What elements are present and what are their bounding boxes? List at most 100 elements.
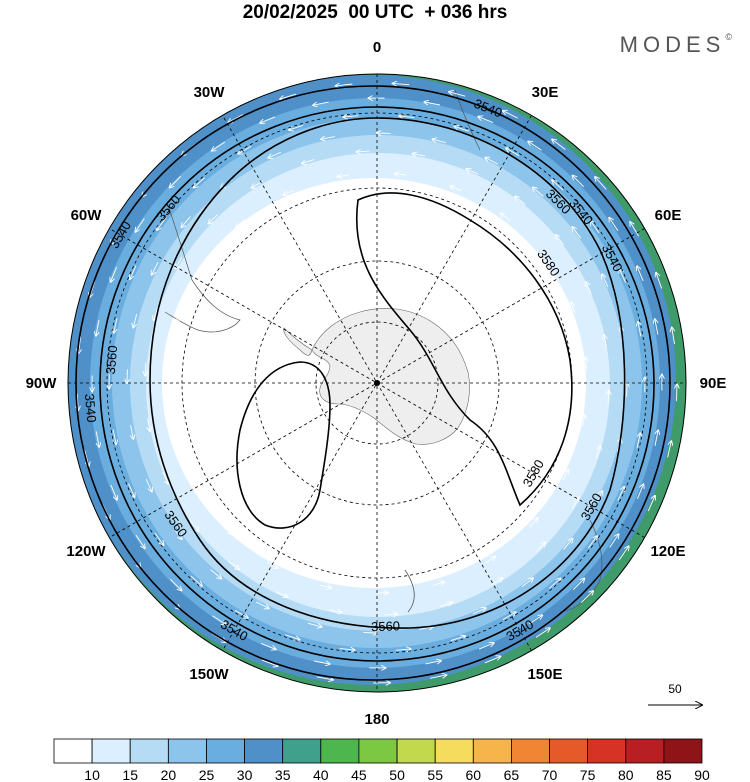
africa-coast	[454, 89, 481, 151]
wind-arrow	[267, 561, 277, 568]
wind-arrow	[595, 491, 602, 504]
contour-3560	[149, 117, 626, 629]
longitude-label: 60E	[655, 207, 682, 224]
wind-arrow	[620, 269, 626, 283]
wind-arrow	[656, 273, 663, 289]
colorbar-label: 50	[389, 767, 405, 782]
wind-arrow	[609, 534, 619, 548]
wind-arrow	[432, 582, 444, 586]
longitude-label: 150E	[527, 666, 562, 683]
wind-arrow	[550, 318, 553, 328]
longitude-label: 30E	[532, 84, 559, 101]
colorbar-swatch	[244, 738, 284, 764]
brand-logo: MODES©	[620, 32, 732, 58]
wind-arrow	[210, 569, 222, 579]
wind-arrow	[485, 158, 498, 165]
wind-arrow	[450, 636, 465, 642]
wind-arrow	[339, 648, 355, 650]
wind-arrow	[423, 230, 432, 233]
wind-arrow	[573, 176, 585, 188]
wind-arrow	[506, 148, 520, 157]
longitude-labels: 0 30E 60E 90E 120E 150E 180 150W 120W 90W 60W 30W	[26, 39, 727, 728]
colorbar-swatch	[510, 738, 550, 764]
wind-arrow	[647, 496, 655, 512]
wind-arrow	[222, 525, 231, 534]
wind-arrow	[283, 189, 295, 195]
wind-arrow	[586, 282, 592, 294]
south-pole-dot	[374, 380, 380, 386]
colorbar-swatch	[472, 738, 512, 764]
wind-arrow	[322, 533, 331, 536]
wind-arrow	[110, 484, 117, 500]
wind-arrow	[677, 384, 678, 402]
wind-arrow	[395, 174, 407, 175]
wind-arrow	[157, 217, 167, 230]
wind-arrow	[357, 151, 370, 152]
longitude-label: 90E	[700, 375, 727, 392]
wind-arrow	[667, 441, 672, 458]
wind-arrow	[554, 427, 557, 437]
wind-arrow	[595, 177, 607, 190]
wind-arrow	[542, 253, 550, 263]
longitude-label: 180	[364, 711, 389, 728]
wind-arrow	[194, 411, 196, 422]
wind-arrow	[228, 114, 244, 123]
wind-arrow	[424, 102, 440, 106]
colorbar-label: 20	[161, 767, 177, 782]
wind-arrow	[336, 564, 347, 566]
colorbar-swatch	[549, 738, 588, 764]
wind-arrow	[533, 347, 535, 356]
wind-arrow	[655, 319, 659, 335]
wind-arrow	[154, 307, 158, 320]
wind-arrow	[314, 660, 330, 664]
wind-arrow	[515, 197, 526, 205]
colorbar-swatch	[282, 738, 322, 764]
contour-label: 3560	[371, 618, 400, 634]
wind-arrow	[556, 235, 564, 246]
contour-label: 3540	[82, 393, 99, 423]
wind-arrow	[148, 418, 150, 431]
wind-arrow	[268, 151, 282, 158]
wind-arrow	[338, 175, 350, 177]
wind-arrow	[260, 642, 276, 649]
wind-arrow	[314, 233, 323, 236]
longitude-label: 120E	[650, 543, 685, 560]
wind-arrow	[169, 578, 181, 590]
wind-arrow	[478, 643, 494, 650]
wind-arrow	[521, 578, 533, 588]
wind-arrow	[131, 425, 134, 439]
colorbar-swatch	[53, 738, 93, 764]
wind-arrow	[395, 649, 411, 650]
wind-arrow	[114, 318, 118, 333]
wind-arrow	[133, 313, 138, 328]
wind-arrow	[638, 322, 641, 337]
wind-arrow	[307, 622, 322, 627]
longitude-label: 60W	[71, 207, 103, 224]
south-america-coast	[164, 204, 241, 333]
wind-arrow	[491, 578, 502, 586]
wind-arrow	[241, 509, 249, 517]
colorbar-label: 75	[580, 767, 596, 782]
longitude-label: 90W	[26, 375, 58, 392]
colorbar-label: 25	[199, 767, 215, 782]
wind-arrow	[572, 579, 584, 591]
map-border	[67, 73, 687, 693]
wind-arrow	[563, 539, 573, 550]
wind-arrow	[530, 478, 536, 487]
wind-arrow	[234, 302, 239, 311]
wind-arrow	[209, 214, 218, 223]
wind-arrow	[455, 126, 469, 132]
wind-arrow	[260, 116, 276, 123]
wind-arrow	[384, 614, 398, 615]
wind-arrow	[637, 266, 644, 282]
colorbar-swatch	[91, 738, 131, 764]
wind-arrow	[238, 462, 243, 471]
wind-arrow	[190, 520, 198, 531]
wind-arrow	[234, 257, 242, 266]
contour-3580-east	[356, 192, 573, 507]
colorbar-label: 70	[542, 767, 558, 782]
wind-arrow	[190, 575, 202, 586]
contour-label: 3560	[103, 345, 120, 375]
colorbar-swatch	[396, 738, 436, 764]
wind-arrow	[473, 255, 481, 261]
